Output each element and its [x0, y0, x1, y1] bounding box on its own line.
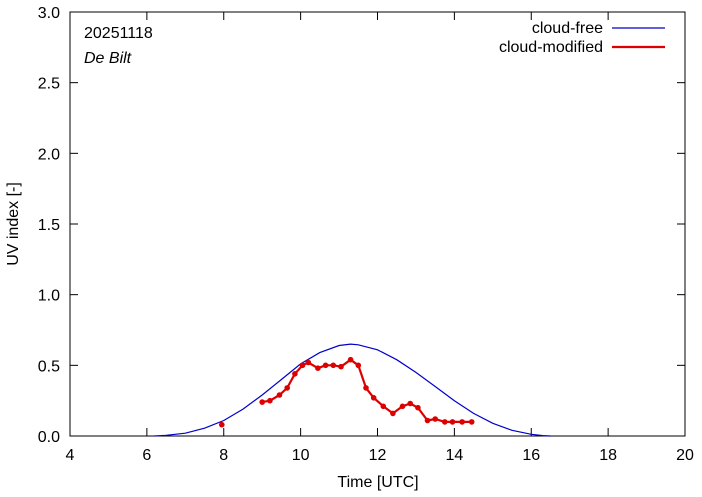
data-point-cloud-modified [468, 419, 475, 425]
data-point-cloud-modified [415, 404, 421, 411]
data-point-cloud-modified [459, 419, 465, 425]
y-tick-label: 1.5 [38, 217, 60, 234]
tick-labels: 4 6 8 10 12 14 16 18 20 0.0 0.5 1.0 1.5 2.0 2.5 3.0 [38, 5, 694, 464]
data-point-cloud-modified [399, 403, 406, 410]
data-point-cloud-modified [284, 385, 291, 391]
data-point-cloud-modified [449, 419, 456, 425]
data-point-cloud-modified [219, 421, 225, 428]
data-point-cloud-modified [299, 362, 306, 369]
y-tick-label: 0.0 [38, 429, 60, 446]
x-tick-label: 6 [142, 447, 151, 464]
y-tick-label: 2.5 [38, 76, 60, 93]
data-point-cloud-modified [338, 363, 344, 370]
data-point-cloud-modified [380, 403, 387, 410]
data-point-cloud-modified [267, 397, 273, 404]
series-layer [154, 343, 551, 437]
x-tick-label: 8 [219, 447, 228, 464]
data-point-cloud-modified [424, 417, 431, 424]
data-point-cloud-modified [315, 365, 321, 372]
data-point-cloud-modified [370, 395, 377, 401]
data-point-cloud-modified [292, 371, 298, 377]
station-annotation: De Bilt [84, 50, 132, 67]
legend: cloud-free cloud-modified [499, 20, 665, 56]
x-tick-label: 20 [676, 447, 694, 464]
data-point-cloud-modified [432, 416, 439, 422]
data-point-cloud-modified [363, 385, 369, 391]
x-tick-label: 4 [66, 447, 75, 464]
y-tick-label: 1.0 [38, 288, 60, 305]
y-axis-title: UV index [-] [5, 182, 22, 266]
data-point-cloud-modified [305, 359, 312, 366]
x-tick-label: 12 [369, 447, 387, 464]
x-axis-title: Time [UTC] [337, 474, 418, 491]
data-point-cloud-modified [442, 419, 448, 425]
x-tick-label: 18 [599, 447, 617, 464]
legend-label-cloud-modified: cloud-modified [499, 39, 603, 56]
data-point-cloud-modified [330, 362, 337, 369]
y-tick-label: 2.0 [38, 146, 60, 163]
x-tick-label: 14 [445, 447, 463, 464]
y-tick-label: 0.5 [38, 358, 60, 375]
data-point-cloud-modified [259, 399, 266, 405]
x-tick-label: 10 [292, 447, 310, 464]
data-point-cloud-modified [322, 362, 329, 369]
data-point-cloud-modified [355, 362, 362, 369]
data-point-cloud-modified [407, 400, 414, 407]
y-tick-label: 3.0 [38, 5, 60, 22]
axis-ticks [69, 11, 686, 437]
x-tick-label: 16 [522, 447, 540, 464]
plot-frame [69, 11, 686, 437]
data-point-cloud-modified [347, 356, 354, 363]
series-line-cloud-free [154, 343, 551, 437]
data-point-cloud-modified [390, 410, 396, 417]
legend-label-cloud-free: cloud-free [532, 20, 603, 37]
date-annotation: 20251118 [84, 25, 153, 42]
data-point-cloud-modified [276, 392, 283, 398]
